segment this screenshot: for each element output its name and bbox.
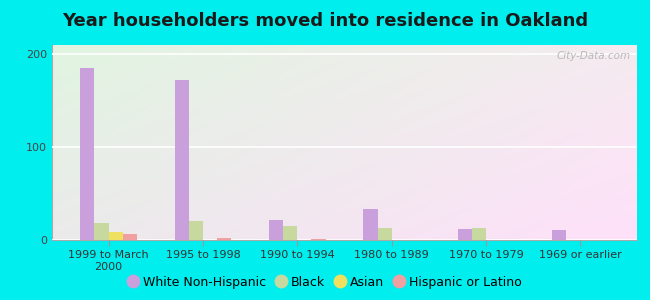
Bar xyxy=(123,233,137,240)
Text: Year householders moved into residence in Oakland: Year householders moved into residence i… xyxy=(62,12,588,30)
Bar xyxy=(311,239,326,240)
Bar xyxy=(217,238,231,240)
Bar xyxy=(363,209,378,240)
Bar xyxy=(458,229,472,240)
Bar xyxy=(94,223,109,240)
Legend: White Non-Hispanic, Black, Asian, Hispanic or Latino: White Non-Hispanic, Black, Asian, Hispan… xyxy=(123,271,527,294)
Bar xyxy=(109,232,123,240)
Bar xyxy=(552,230,566,240)
Bar xyxy=(188,221,203,240)
Bar xyxy=(269,220,283,240)
Text: City-Data.com: City-Data.com xyxy=(557,51,631,61)
Bar xyxy=(283,226,297,240)
Bar xyxy=(472,228,486,240)
Bar xyxy=(378,228,392,240)
Bar xyxy=(175,80,188,240)
Bar xyxy=(81,68,94,240)
